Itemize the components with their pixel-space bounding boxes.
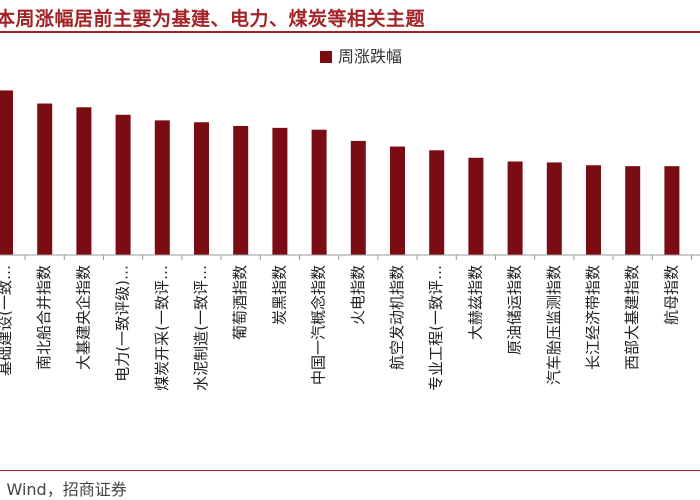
bar-2 xyxy=(37,103,53,255)
chart-area: 周涨跌幅 基础建设(一致… 南北船合并指数 大基建央企指数 电力(一致评级)… 煤炭开采… xyxy=(0,34,700,468)
x-tick-label: 煤炭开采(一致评… xyxy=(153,265,171,391)
bar-6 xyxy=(194,122,209,255)
x-tick-label: 水泥制造(一致评… xyxy=(192,265,210,391)
bar-14 xyxy=(507,161,523,255)
bar-13 xyxy=(468,157,484,255)
title-divider xyxy=(0,31,700,33)
source-note: : Wind，招商证券 xyxy=(0,480,127,499)
title-bar: 本周涨幅居前主要为基建、电力、煤炭等相关主题 xyxy=(0,0,700,30)
x-tick-label: 葡萄酒指数 xyxy=(231,265,249,340)
legend-swatch xyxy=(320,51,332,63)
page-title: 本周涨幅居前主要为基建、电力、煤炭等相关主题 xyxy=(0,8,426,30)
x-tick-label: 大基建央企指数 xyxy=(74,265,92,370)
bar-5 xyxy=(154,120,170,255)
bar-3 xyxy=(76,107,92,256)
legend: 周涨跌幅 xyxy=(320,47,402,66)
x-tick-label: 火电指数 xyxy=(349,265,367,325)
bar-16 xyxy=(586,165,601,255)
bar-17 xyxy=(625,166,641,255)
bar-10 xyxy=(350,140,366,255)
source-divider xyxy=(0,470,700,471)
x-tick-label: 炭黑指数 xyxy=(270,265,288,325)
bar-1 xyxy=(0,90,13,255)
x-tick-label: 长江经济带指数 xyxy=(584,265,602,370)
bar-15 xyxy=(546,162,562,255)
x-tick-label: 航空发动机指数 xyxy=(388,265,406,370)
bar-8 xyxy=(272,127,288,255)
x-tick-label: 航母指数 xyxy=(662,265,680,325)
bar-9 xyxy=(311,129,327,255)
x-tick-label: 大赫兹指数 xyxy=(466,265,484,340)
bar-12 xyxy=(429,150,445,255)
bar-chart: 周涨跌幅 基础建设(一致… 南北船合并指数 大基建央企指数 电力(一致评级)… 煤炭开采… xyxy=(0,47,700,391)
x-tick-label: 西部大基建指数 xyxy=(623,265,641,370)
bar-11 xyxy=(390,146,405,255)
x-tick-label: 基础建设(一致… xyxy=(0,265,14,376)
bar-7 xyxy=(233,125,249,255)
x-tick-label: 专业工程(一致评… xyxy=(427,265,445,391)
x-tick-label: 南北船合并指数 xyxy=(35,265,53,370)
x-ticks xyxy=(24,255,692,260)
bar-18 xyxy=(664,166,680,255)
x-tick-label: 中国一汽概念指数 xyxy=(310,265,328,385)
bar-4 xyxy=(115,114,131,255)
x-tick-labels: 基础建设(一致… 南北船合并指数 大基建央企指数 电力(一致评级)… 煤炭开采(一致评…… xyxy=(0,265,680,391)
x-tick-label: 汽车胎压监测指数 xyxy=(545,265,563,385)
bars xyxy=(0,90,680,256)
x-tick-label: 电力(一致评级)… xyxy=(114,265,132,382)
legend-label: 周涨跌幅 xyxy=(338,47,402,66)
x-tick-label: 原油储运指数 xyxy=(506,265,524,355)
